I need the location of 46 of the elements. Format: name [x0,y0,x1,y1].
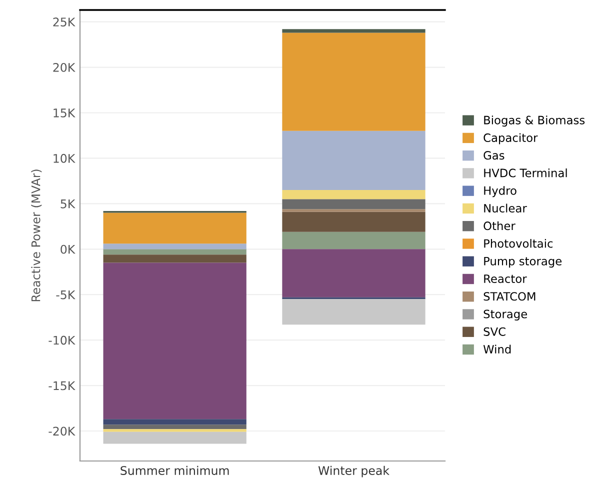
bar [282,209,426,212]
bar [103,432,246,444]
y-tick-label: 0K [60,244,76,254]
bar [103,429,246,432]
legend-label: Pump storage [484,256,562,268]
legend-label: Hydro [484,186,516,198]
bar [282,249,426,298]
bar [103,212,246,244]
legend-label: Reactor [484,274,527,284]
legend-label: HVDC Terminal [484,168,567,178]
legend-label: Other [484,221,516,230]
bar [103,419,246,425]
legend-label: Wind [483,344,511,354]
legend-label: Photovoltaic [484,238,553,248]
bar [103,244,246,250]
y-tick-label: -5K [56,290,76,300]
bar [282,299,426,325]
legend-label: Nuclear [484,204,527,213]
y-tick-label: 10K [54,154,76,163]
bar [282,212,426,232]
y-tick-label: -20K [48,426,76,436]
y-tick-label: 5K [60,200,76,208]
x-tick-label: Summer minimum [120,466,229,475]
bar [282,32,426,131]
legend-label: Gas [484,151,504,160]
bar [282,130,426,190]
legend-label: Biogas & Biomass [484,116,585,127]
bar [103,249,246,255]
legend-label: Storage [484,310,528,321]
y-tick-label: -10K [48,336,76,345]
bar [282,190,426,200]
bar [103,424,246,430]
x-tick-label: Winter peak [318,466,390,478]
y-tick-label: -15K [48,381,76,390]
bar [282,29,426,33]
bar [103,254,246,263]
y-tick-label: 25K [53,18,76,26]
bar [282,199,426,210]
y-tick-label: 15K [54,108,76,118]
y-axis-title: Reactive Power (MVAr) [31,170,42,302]
y-tick-label: 20K [53,63,76,72]
legend-label: SVC [484,327,506,336]
legend-label: STATCOM [484,292,536,301]
legend-label: Capacitor [484,133,538,144]
bar [282,232,426,250]
bar [103,262,246,420]
